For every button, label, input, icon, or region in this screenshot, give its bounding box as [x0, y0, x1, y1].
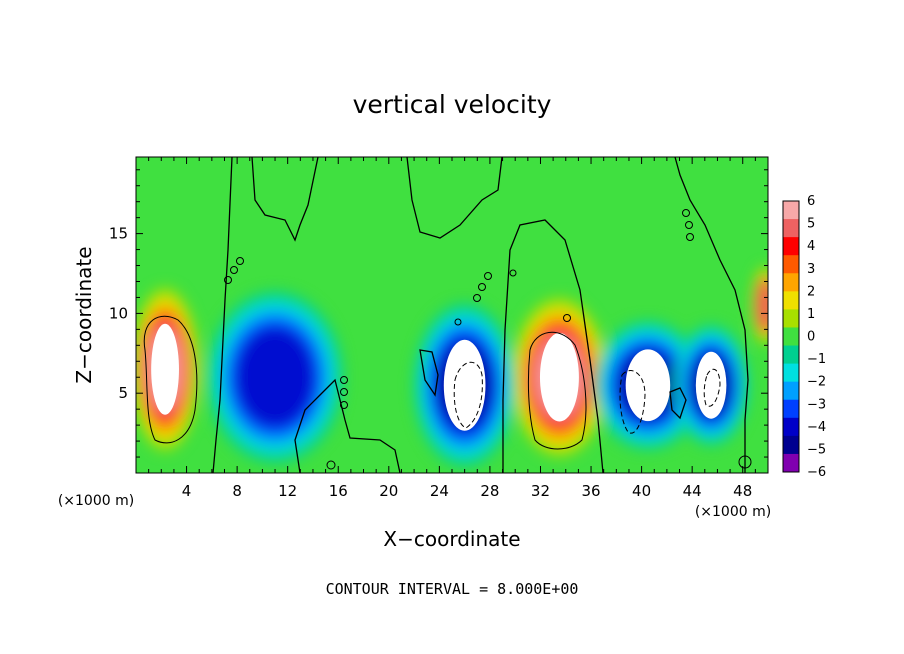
colorbar-swatch — [783, 255, 799, 274]
saturated-core-0 — [151, 323, 179, 415]
contour-ring — [143, 315, 198, 444]
small-contour — [563, 314, 571, 322]
x-unit-label-left: (×1000 m) — [58, 493, 134, 509]
small-contour — [509, 269, 517, 277]
colorbar-label: 2 — [807, 284, 815, 299]
zero-contour-line — [294, 378, 401, 473]
contour-interval-note: CONTOUR INTERVAL = 8.000E+00 — [326, 580, 579, 598]
colorbar-swatch — [783, 417, 799, 437]
small-contour — [224, 276, 232, 284]
contour-ring — [527, 331, 587, 450]
colorbar-label: −5 — [807, 442, 826, 457]
y-tick-label: 15 — [109, 225, 128, 243]
small-contour — [454, 318, 462, 326]
small-contour — [340, 401, 348, 409]
x-tick-label: 12 — [278, 482, 297, 500]
chart-title: vertical velocity — [353, 90, 552, 119]
saturated-core-5 — [625, 349, 671, 422]
x-tick-label: 44 — [683, 482, 702, 500]
small-contour — [326, 460, 336, 470]
x-tick-label: 28 — [480, 482, 499, 500]
colorbar-swatch — [783, 399, 799, 419]
colorbar-label: 4 — [807, 239, 815, 254]
saturated-core-1 — [539, 332, 579, 422]
x-tick-label: 8 — [232, 482, 242, 500]
colorbar-swatch — [783, 219, 799, 238]
colorbar-label: −3 — [807, 397, 826, 412]
colorbar-label: 3 — [807, 262, 815, 277]
contour-lines — [143, 157, 752, 473]
small-contour — [230, 266, 238, 274]
small-contour — [340, 376, 348, 384]
small-contour — [682, 209, 690, 217]
small-contour — [686, 233, 694, 241]
colorbar-swatch — [783, 237, 799, 256]
colorbar-swatch — [783, 453, 799, 473]
y-tick-label: 5 — [118, 384, 128, 402]
colorbar-label: −1 — [807, 352, 826, 367]
x-tick-label: 36 — [581, 482, 600, 500]
x-tick-label: 32 — [531, 482, 550, 500]
small-contour — [473, 294, 481, 302]
colorbar: 6 5 4 3 2 1 0 −1 −2 −3 −4 −5 −6 — [783, 194, 826, 480]
colorbar-label: 5 — [807, 217, 815, 232]
zero-contour-line — [502, 219, 604, 473]
core-regions — [151, 323, 727, 431]
y-axis-label: Z−coordinate — [72, 246, 96, 383]
colorbar-swatch — [783, 345, 799, 365]
x-unit-label-right: (×1000 m) — [695, 504, 771, 520]
zero-contour-line — [419, 349, 439, 397]
x-axis-label: X−coordinate — [383, 527, 520, 551]
small-contour — [484, 272, 492, 280]
colorbar-label: 6 — [807, 194, 815, 209]
negative-contour-line — [619, 370, 646, 434]
colorbar-swatch — [783, 291, 799, 310]
y-tick-label: 10 — [109, 304, 128, 322]
saturated-core-6 — [695, 351, 727, 419]
colorbar-label: 0 — [807, 330, 815, 345]
zero-contour-line — [674, 157, 749, 473]
colorbar-swatch — [783, 381, 799, 401]
small-contour — [340, 388, 348, 396]
colorbar-frame — [782, 200, 800, 473]
updraft-shade-2-4 — [757, 282, 768, 329]
negative-contour-line — [703, 368, 721, 407]
small-contour — [685, 221, 693, 229]
colorbar-swatch — [783, 273, 799, 292]
saturated-core-4 — [443, 339, 486, 431]
colorbar-swatch — [783, 327, 799, 347]
x-tick-label: 24 — [430, 482, 449, 500]
x-tick-label: 16 — [329, 482, 348, 500]
small-contour — [236, 257, 244, 265]
x-tick-label: 4 — [182, 482, 192, 500]
colorbar-label: −2 — [807, 375, 826, 390]
colorbar-swatch — [783, 201, 799, 220]
small-contour — [478, 283, 486, 291]
negative-contour-line — [453, 362, 483, 429]
downdraft-shade-3-4 — [235, 326, 315, 428]
colorbar-swatch — [783, 363, 799, 383]
colorbar-label: −4 — [807, 420, 826, 435]
plot-area — [136, 157, 768, 473]
zero-contour-line — [669, 387, 687, 420]
x-tick-label: 40 — [632, 482, 651, 500]
colorbar-label: −6 — [807, 465, 826, 480]
x-tick-label: 48 — [733, 482, 752, 500]
zero-contour-line — [406, 157, 503, 239]
small-contour — [738, 455, 752, 469]
x-tick-label: 20 — [379, 482, 398, 500]
colorbar-swatch — [783, 435, 799, 455]
zero-contour-line — [251, 157, 319, 242]
colorbar-label: 1 — [807, 307, 815, 322]
zero-contour-line — [212, 157, 233, 473]
colorbar-swatch — [783, 309, 799, 328]
